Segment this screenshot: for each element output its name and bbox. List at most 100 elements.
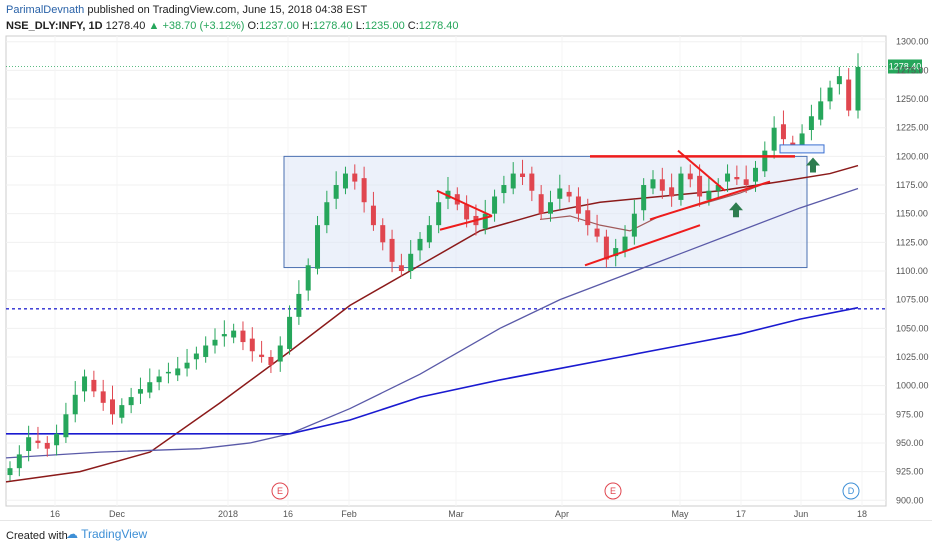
x-tick-label: 16: [50, 509, 60, 519]
ma-150-line: [5, 187, 859, 459]
candle-body: [110, 399, 116, 415]
candle-body: [398, 265, 404, 271]
candle-body: [678, 173, 684, 200]
candle-body: [669, 187, 675, 197]
x-tick-label: 17: [736, 509, 746, 519]
candle-body: [249, 338, 255, 352]
y-tick-label: 1225.00: [896, 123, 929, 133]
candle-body: [16, 454, 22, 469]
y-tick-label: 1125.00: [896, 237, 928, 247]
event-marker: [842, 482, 860, 500]
candle-body: [780, 124, 786, 140]
x-axis: 16 Dec 2018 16 Feb Mar Apr May 17 Jun 18: [50, 509, 867, 519]
y-tick-label: 1075.00: [896, 295, 929, 305]
trendline-upper: [649, 180, 771, 221]
last-price-badge: [888, 59, 922, 74]
published-text: published on TradingView.com, June 15, 2…: [87, 4, 368, 16]
candle-body: [231, 330, 237, 338]
candle-body: [193, 353, 199, 360]
y-tick-label: 975.00: [896, 409, 924, 419]
candle-body: [54, 433, 60, 446]
candle-body: [240, 330, 246, 343]
candle-body: [315, 225, 321, 269]
candle-body: [641, 185, 647, 211]
breakout-box: [779, 144, 825, 154]
candle-body: [91, 379, 97, 392]
tradingview-logo[interactable]: ☁ TradingView: [66, 527, 147, 541]
ma-50-line: [539, 181, 771, 232]
candle-body: [352, 173, 358, 182]
open-value: 1237.00: [259, 20, 299, 32]
candle-body: [287, 316, 293, 349]
candle-body: [464, 204, 470, 220]
author-link[interactable]: ParimalDevnath: [6, 4, 85, 16]
candle-body: [836, 76, 842, 85]
y-tick-label: 1275.00: [896, 65, 929, 75]
x-tick-label: 16: [283, 509, 293, 519]
wedge-line: [677, 149, 726, 192]
candle-body: [790, 142, 796, 145]
candle-body: [855, 66, 861, 111]
x-tick-label: Jun: [794, 509, 809, 519]
candle-body: [175, 368, 181, 376]
candle-body: [324, 202, 330, 226]
candle-body: [846, 79, 852, 111]
candle-body: [827, 87, 833, 102]
candle-body: [26, 437, 32, 451]
candle-body: [575, 196, 581, 214]
candle-body: [752, 167, 758, 182]
created-with-text: Created with: [6, 530, 68, 542]
candle-body: [44, 442, 50, 449]
drawings: [436, 144, 825, 267]
footer: Created with ☁ TradingView: [0, 520, 932, 551]
low-label: L:: [355, 20, 365, 32]
candle-body: [715, 185, 721, 191]
candle-body: [72, 394, 78, 415]
candle-body: [296, 293, 302, 317]
y-tick-label: 1100.00: [896, 266, 928, 276]
y-tick-label: 925.00: [896, 467, 924, 477]
event-marker: [271, 482, 289, 500]
x-tick-label: Mar: [448, 509, 464, 519]
high-label: H:: [301, 20, 313, 32]
candle-body: [277, 345, 283, 362]
candle-body: [482, 213, 488, 229]
x-tick-label: 2018: [218, 509, 238, 519]
y-axis: 1300.00 1275.00 1250.00 1225.00 1200.00 1175.…: [896, 37, 929, 506]
price-chart[interactable]: 1278.40 1300.00 1275.00 1250.00 1225.00 1200…: [0, 0, 932, 520]
last-price: 1278.40: [105, 20, 146, 32]
candle-body: [342, 173, 348, 189]
y-tick-label: 1050.00: [896, 323, 929, 333]
candle-body: [547, 202, 553, 214]
event-label: D: [848, 486, 855, 496]
breakout-arrow-icon: [729, 202, 743, 218]
candle-body: [594, 228, 600, 237]
candle-body: [119, 405, 125, 418]
up-arrow-icon: ▲: [148, 20, 160, 32]
candle-body: [436, 202, 442, 226]
triangle-upper-line: [436, 189, 493, 217]
candle-body: [82, 376, 88, 392]
candle-body: [35, 440, 41, 443]
candle-body: [370, 205, 376, 226]
price-change: +38.70 (+3.12%): [162, 20, 245, 32]
candle-body: [417, 238, 423, 251]
candle-body: [622, 236, 628, 252]
y-tick-label: 1025.00: [896, 352, 929, 362]
symbol-label: NSE_DLY:INFY, 1D: [6, 20, 103, 32]
candle-body: [529, 173, 535, 191]
event-marker: [604, 482, 622, 500]
candle-body: [743, 179, 749, 186]
candle-body: [259, 354, 265, 357]
y-tick-label: 950.00: [896, 438, 924, 448]
candle-body: [147, 382, 153, 393]
brand-label: TradingView: [81, 527, 148, 541]
candle-body: [7, 468, 13, 476]
candle-body: [184, 362, 190, 369]
candle-body: [63, 414, 69, 438]
candle-body: [808, 116, 814, 130]
x-tick-label: Apr: [555, 509, 569, 519]
candle-body: [408, 253, 414, 271]
candle-body: [771, 127, 777, 151]
